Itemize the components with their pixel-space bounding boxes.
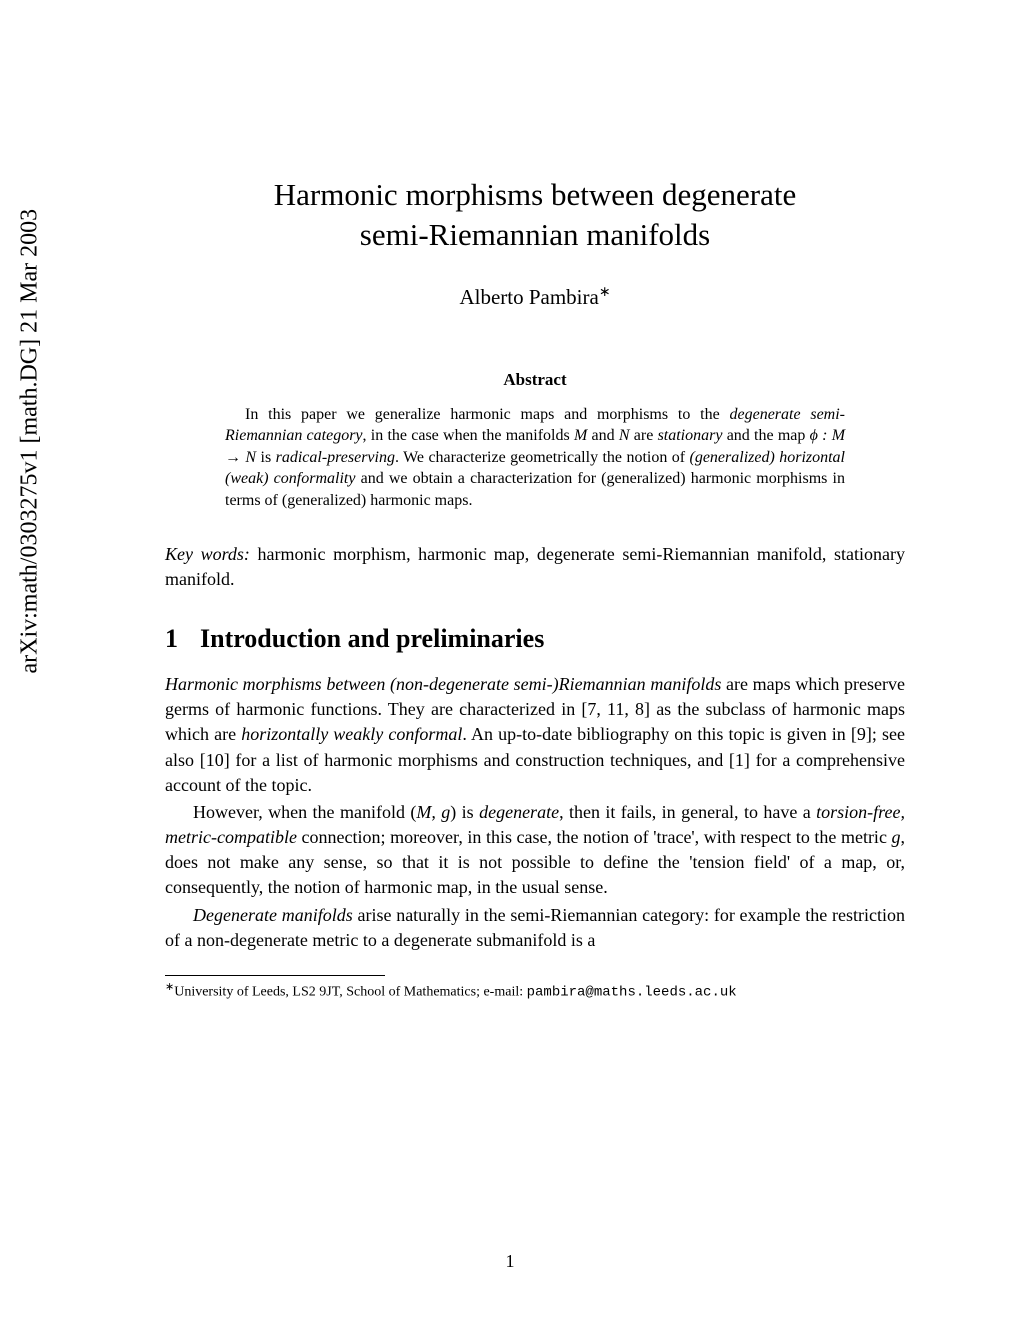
author-line: Alberto Pambira∗ <box>165 284 905 310</box>
paragraph-2: However, when the manifold (M, g) is deg… <box>165 800 905 901</box>
abstract-text: In this paper we generalize harmonic map… <box>245 406 729 423</box>
keywords-label: Key words: <box>165 544 250 564</box>
page-number: 1 <box>0 1251 1020 1272</box>
abstract-body: In this paper we generalize harmonic map… <box>225 404 845 512</box>
body-text: Harmonic morphisms between (non-degenera… <box>165 672 905 953</box>
author-footnote-marker: ∗ <box>599 285 611 300</box>
section-number: 1 <box>165 624 178 654</box>
arxiv-date: 21 Mar 2003 <box>17 209 43 333</box>
footnote-rule <box>165 975 385 976</box>
paper-title: Harmonic morphisms between degenerate se… <box>165 175 905 256</box>
section-title: Introduction and preliminaries <box>200 624 544 653</box>
section-heading: 1 Introduction and preliminaries <box>165 624 905 654</box>
keywords: Key words: harmonic morphism, harmonic m… <box>165 542 905 592</box>
keywords-text: harmonic morphism, harmonic map, degener… <box>165 544 905 589</box>
author-name: Alberto Pambira <box>459 285 598 309</box>
abstract-heading: Abstract <box>165 370 905 390</box>
paragraph-1: Harmonic morphisms between (non-degenera… <box>165 672 905 798</box>
footnote: ∗University of Leeds, LS2 9JT, School of… <box>165 980 905 1001</box>
footnote-text: University of Leeds, LS2 9JT, School of … <box>174 985 526 1000</box>
title-line-2: semi-Riemannian manifolds <box>360 217 710 252</box>
arxiv-identifier: arXiv:math/0303275v1 [math.DG] 21 Mar 20… <box>17 209 44 674</box>
footnote-email: pambira@maths.leeds.ac.uk <box>527 985 737 1001</box>
arxiv-id-text: arXiv:math/0303275v1 [math.DG] <box>17 333 43 674</box>
footnote-marker: ∗ <box>165 981 174 993</box>
paragraph-3: Degenerate manifolds arise naturally in … <box>165 903 905 953</box>
page-content: Harmonic morphisms between degenerate se… <box>165 175 905 1001</box>
title-line-1: Harmonic morphisms between degenerate <box>274 177 797 212</box>
